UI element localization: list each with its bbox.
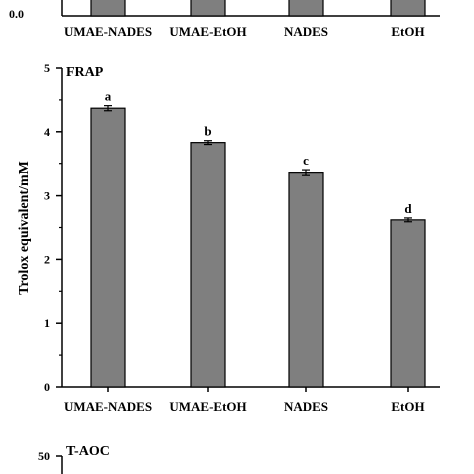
significance-letter: c [303,153,309,168]
bars: a b c d [90,89,426,388]
bottom-chart-title: T-AOC [66,444,110,459]
top-bar-stub [190,0,226,17]
y-tick-label: 4 [44,125,50,139]
significance-letter: a [105,89,112,104]
bar [288,172,324,388]
bar [90,107,126,388]
frap-panel: FRAP Trolox equivalent/mM 0 1 2 3 4 5 a b c d UM… [17,61,440,414]
y-tick-label: 1 [44,316,50,330]
top-bar-stubs [90,0,426,17]
category-label: UMAE-NADES [64,399,152,414]
bar [390,219,426,388]
top-bar-stub [288,0,324,17]
top-bar-stub [90,0,126,17]
category-label: EtOH [391,399,424,414]
y-tick-label: 3 [44,189,50,203]
category-labels: UMAE-NADES UMAE-EtOH NADES EtOH [64,387,425,414]
y-tick-label: 2 [44,252,50,266]
top-bar-stub [390,0,426,17]
y-tick-label: 0 [44,380,50,394]
bottom-panel: 50 T-AOC [38,444,110,474]
top-category-label: UMAE-EtOH [169,24,246,39]
y-axis-label: Trolox equivalent/mM [17,161,32,295]
top-y-tick-label: 0.0 [9,7,24,21]
chart-title: FRAP [66,65,104,80]
significance-letter: d [404,201,412,216]
top-category-label: EtOH [391,24,424,39]
bar [190,142,226,388]
category-label: UMAE-EtOH [169,399,246,414]
top-panel: 0.0 UMAE-NADES UMAE-EtOH NADES EtOH [9,0,440,39]
y-ticks: 0 1 2 3 4 5 [44,61,62,394]
y-tick-label: 5 [44,61,50,75]
top-category-label: UMAE-NADES [64,24,152,39]
category-label: NADES [284,399,328,414]
bottom-y-tick-label: 50 [38,449,50,463]
significance-letter: b [204,124,211,139]
top-category-label: NADES [284,24,328,39]
top-category-labels: UMAE-NADES UMAE-EtOH NADES EtOH [64,24,425,39]
